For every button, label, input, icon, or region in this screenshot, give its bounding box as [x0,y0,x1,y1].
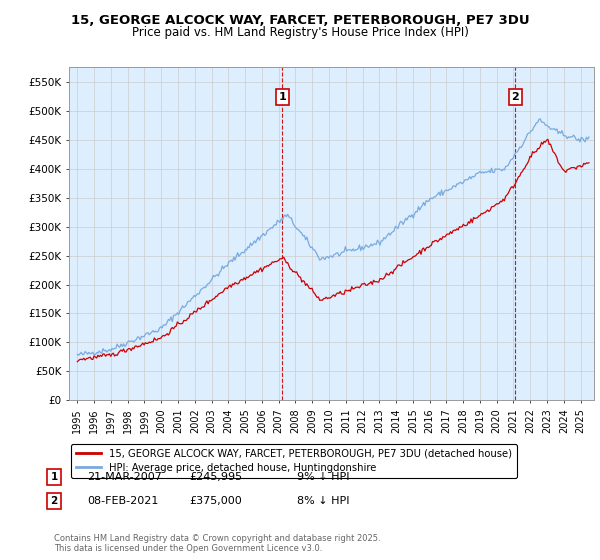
Text: 1: 1 [278,92,286,102]
Text: 2: 2 [50,496,58,506]
Legend: 15, GEORGE ALCOCK WAY, FARCET, PETERBOROUGH, PE7 3DU (detached house), HPI: Aver: 15, GEORGE ALCOCK WAY, FARCET, PETERBORO… [71,444,517,478]
Text: 08-FEB-2021: 08-FEB-2021 [87,496,158,506]
Text: £245,995: £245,995 [189,472,242,482]
Text: 1: 1 [50,472,58,482]
Text: 8% ↓ HPI: 8% ↓ HPI [297,496,349,506]
Text: 15, GEORGE ALCOCK WAY, FARCET, PETERBOROUGH, PE7 3DU: 15, GEORGE ALCOCK WAY, FARCET, PETERBORO… [71,14,529,27]
Text: Contains HM Land Registry data © Crown copyright and database right 2025.
This d: Contains HM Land Registry data © Crown c… [54,534,380,553]
Text: 2: 2 [511,92,519,102]
Text: 21-MAR-2007: 21-MAR-2007 [87,472,162,482]
Text: £375,000: £375,000 [189,496,242,506]
Text: Price paid vs. HM Land Registry's House Price Index (HPI): Price paid vs. HM Land Registry's House … [131,26,469,39]
Text: 9% ↓ HPI: 9% ↓ HPI [297,472,349,482]
